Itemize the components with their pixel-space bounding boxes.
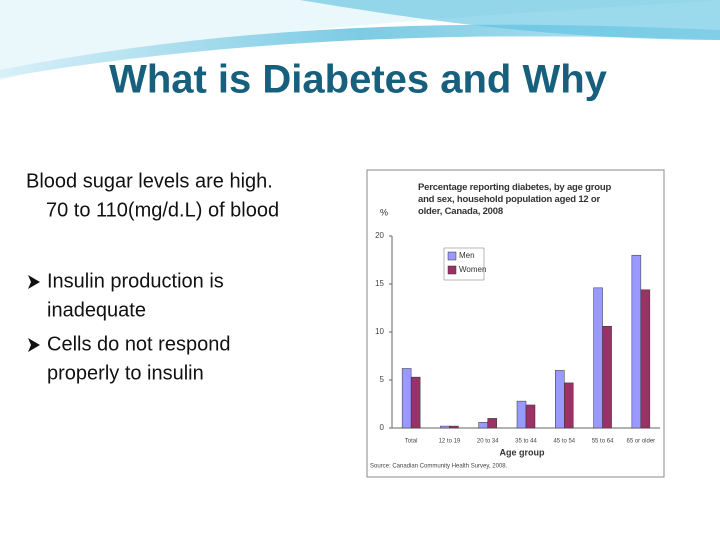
source-note: Source: Canadian Community Health Survey… (370, 464, 508, 470)
bar (401, 368, 412, 429)
y-tick-label: 0 (380, 423, 385, 432)
chart-title: Percentage reporting diabetes, by age gr… (418, 182, 612, 217)
bullet-arrow (28, 338, 40, 352)
y-tick-label: 20 (375, 231, 384, 240)
header-swoosh (0, 0, 720, 80)
bar (602, 325, 612, 429)
bar (516, 400, 527, 429)
y-tick-label: 5 (380, 375, 385, 384)
slide-title: What is Diabetes and Why (109, 58, 608, 102)
x-tick-label: 12 to 19 (439, 439, 461, 445)
bar (410, 376, 421, 429)
bar (449, 425, 459, 429)
legend-label: Women (459, 265, 486, 274)
bar (478, 421, 488, 429)
legend-swatch (447, 251, 457, 261)
x-tick-label: 35 to 44 (515, 439, 537, 445)
y-tick-label: 10 (375, 327, 384, 336)
x-tick-label: 45 to 54 (553, 439, 575, 445)
legend-label: Men (459, 251, 475, 260)
x-tick-label: 65 or older (627, 439, 656, 445)
paragraph-line: Blood sugar levels are high. (26, 170, 273, 192)
bar (487, 418, 497, 429)
y-tick-label: 15 (375, 279, 384, 288)
bullet-arrow (28, 275, 40, 289)
y-axis-label: % (380, 207, 388, 217)
bar (564, 382, 574, 429)
bar (631, 254, 642, 429)
legend-swatch (447, 265, 457, 275)
x-tick-label: 55 to 64 (592, 439, 614, 445)
paragraph-line: 70 to 110(mg/d.L) of blood (46, 199, 279, 221)
bullet-line: properly to insulin (47, 362, 204, 384)
legend-box (443, 247, 485, 281)
bar (525, 404, 536, 429)
bar (555, 370, 565, 429)
x-tick-label: Total (405, 439, 418, 445)
bullet-line: inadequate (47, 299, 146, 321)
x-axis-label: Age group (500, 447, 545, 457)
header-swoosh (300, 0, 720, 40)
bar (640, 289, 651, 429)
bar (440, 425, 450, 429)
x-tick-label: 20 to 34 (477, 439, 499, 445)
bullet-line: Insulin production is (47, 270, 224, 292)
bar (593, 287, 603, 429)
bullet-line: Cells do not respond (47, 333, 230, 355)
